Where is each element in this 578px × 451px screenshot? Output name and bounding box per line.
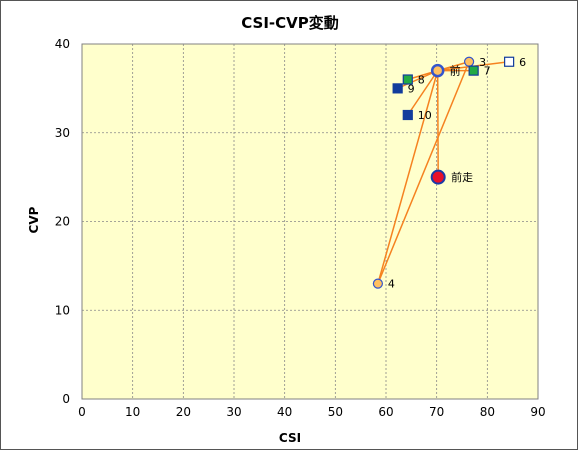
x-tick-label: 0 — [78, 405, 86, 419]
data-points — [372, 56, 515, 289]
chart-title: CSI-CVP変動 — [241, 14, 339, 32]
y-tick-label: 10 — [55, 303, 70, 317]
y-tick-label: 0 — [62, 392, 70, 406]
point-label-7: 7 — [484, 65, 491, 78]
point-前走 — [430, 169, 446, 185]
point-3 — [463, 56, 475, 67]
connection-line — [377, 61, 470, 284]
point-label-10: 10 — [418, 109, 432, 122]
grid-lines — [82, 44, 538, 399]
point-label-前走: 前走 — [451, 170, 473, 184]
y-tick-label: 30 — [55, 126, 70, 140]
point-9 — [392, 83, 403, 94]
tick-labels: 0 10 20 30 40 50 60 70 80 90 0 10 20 30 40 — [55, 37, 546, 419]
x-tick-label: 30 — [226, 405, 241, 419]
x-tick-label: 80 — [480, 405, 495, 419]
y-tick-label: 40 — [55, 37, 70, 51]
point-label-8: 8 — [418, 74, 425, 87]
x-tick-label: 90 — [530, 405, 545, 419]
point-label-6: 6 — [519, 56, 526, 69]
y-axis-title: CVP — [27, 206, 41, 233]
x-axis-title: CSI — [279, 431, 301, 445]
point-4 — [372, 278, 383, 289]
connection-line — [407, 70, 439, 116]
connection-line — [397, 69, 438, 90]
x-tick-label: 10 — [125, 405, 140, 419]
point-10 — [402, 109, 413, 121]
point-label-3: 3 — [479, 56, 486, 69]
x-tick-label: 20 — [176, 405, 191, 419]
point-label-前: 前 — [450, 64, 461, 78]
x-tick-label: 60 — [378, 405, 393, 419]
connection-line — [377, 70, 439, 284]
point-8 — [402, 74, 413, 85]
point-labels: 3 4 9 10 7 8 6 前前走 — [388, 56, 526, 291]
point-label-4: 4 — [388, 278, 395, 291]
x-tick-label: 70 — [429, 405, 444, 419]
point-label-9: 9 — [408, 82, 415, 95]
x-tick-label: 40 — [277, 405, 292, 419]
point-7 — [468, 65, 479, 76]
connection-line — [436, 70, 439, 178]
point-6 — [504, 56, 515, 67]
point-前 — [430, 63, 445, 78]
x-tick-label: 50 — [328, 405, 343, 419]
y-tick-label: 20 — [55, 215, 70, 229]
